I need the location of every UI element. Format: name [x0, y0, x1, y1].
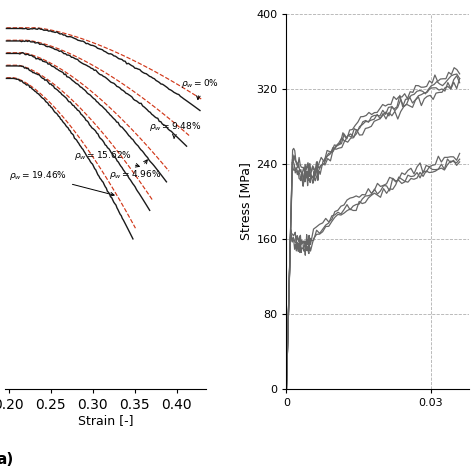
- X-axis label: Strain [-]: Strain [-]: [78, 414, 133, 428]
- Text: $\rho_w=19.46\%$: $\rho_w=19.46\%$: [9, 169, 114, 196]
- Text: $\rho_w=0\%$: $\rho_w=0\%$: [181, 77, 219, 100]
- Text: $\rho_w=9.48\%$: $\rho_w=9.48\%$: [149, 120, 201, 139]
- Y-axis label: Stress [MPa]: Stress [MPa]: [239, 163, 252, 240]
- Text: $\rho_w=4.96\%$: $\rho_w=4.96\%$: [109, 160, 162, 181]
- Text: $\rho_w=15.62\%$: $\rho_w=15.62\%$: [74, 148, 139, 167]
- Text: a): a): [0, 452, 14, 466]
